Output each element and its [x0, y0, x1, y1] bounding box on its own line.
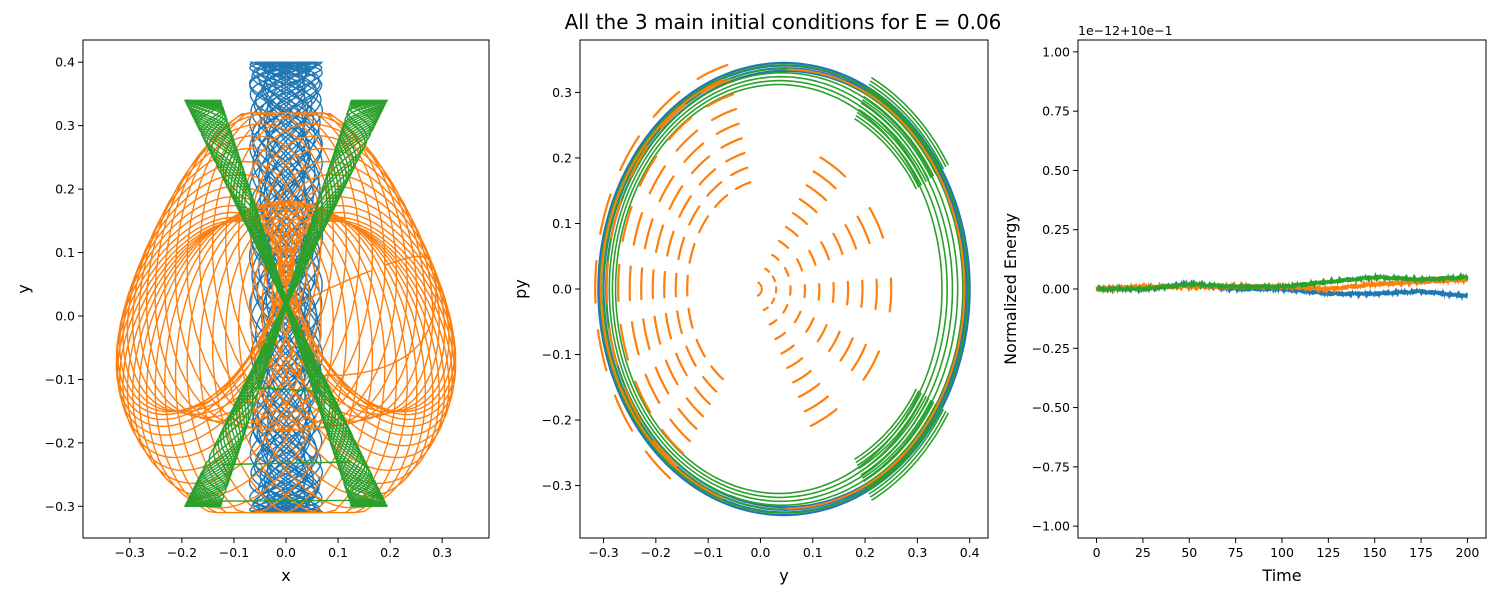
- x-tick-label: −0.3: [588, 545, 618, 560]
- y-tick-label: −0.3: [542, 478, 572, 493]
- plot-area-2: [594, 61, 971, 517]
- x-axis-label: y: [779, 566, 788, 585]
- x-tick-label: −0.1: [693, 545, 723, 560]
- x-tick-label: 75: [1228, 545, 1244, 560]
- x-tick-label: −0.1: [219, 545, 249, 560]
- x-tick-label: 100: [1270, 545, 1294, 560]
- y-tick-label: 0.3: [55, 118, 75, 133]
- x-tick-label: 25: [1135, 545, 1151, 560]
- x-tick-label: 0.3: [432, 545, 452, 560]
- y-tick-label: 0.1: [55, 245, 75, 260]
- y-tick-label: 0.25: [1042, 222, 1070, 237]
- x-tick-label: 150: [1363, 545, 1387, 560]
- y-tick-label: −0.1: [542, 347, 572, 362]
- y-tick-label: 0.0: [55, 308, 75, 323]
- series-3-energy-line: [1096, 271, 1469, 295]
- x-tick-label: −0.3: [115, 545, 145, 560]
- x-tick-label: 50: [1181, 545, 1197, 560]
- y-tick-label: 0.4: [55, 55, 75, 70]
- series-2-arcs: [594, 63, 893, 480]
- figure-title: All the 3 main initial conditions for E …: [564, 10, 1002, 34]
- x-tick-label: 0.1: [328, 545, 348, 560]
- y-axis-label: Normalized Energy: [1001, 213, 1020, 365]
- y-tick-label: −0.50: [1032, 400, 1070, 415]
- y-tick-label: 0.50: [1042, 163, 1070, 178]
- y-tick-label: 0.00: [1042, 282, 1070, 297]
- y-axis-label: y: [14, 284, 33, 293]
- x-tick-label: −0.2: [641, 545, 671, 560]
- x-tick-label: 0.2: [855, 545, 875, 560]
- x-tick-label: −0.2: [167, 545, 197, 560]
- x-axis-label: Time: [1261, 566, 1301, 585]
- y-offset-text: 1e−12+10e−1: [1078, 23, 1173, 38]
- y-axis-label: py: [511, 279, 530, 299]
- x-tick-label: 0.0: [751, 545, 771, 560]
- series-3-cluster: [854, 77, 950, 501]
- y-tick-label: −0.2: [542, 413, 572, 428]
- y-tick-label: −1.00: [1032, 519, 1070, 534]
- series-3-line: [183, 99, 389, 508]
- x-tick-label: 175: [1409, 545, 1433, 560]
- x-tick-label: 0.4: [960, 545, 980, 560]
- y-tick-label: 0.75: [1042, 104, 1070, 119]
- x-tick-label: 0.1: [803, 545, 823, 560]
- y-tick-label: −0.75: [1032, 459, 1070, 474]
- plot-area-1: [115, 61, 457, 514]
- x-tick-label: 0.2: [380, 545, 400, 560]
- y-tick-label: −0.1: [45, 372, 75, 387]
- y-tick-label: 0.2: [55, 182, 75, 197]
- x-tick-label: 0.0: [276, 545, 296, 560]
- x-tick-label: 125: [1316, 545, 1340, 560]
- series-2-points: [599, 68, 966, 510]
- x-tick-label: 0.3: [907, 545, 927, 560]
- x-tick-label: 0: [1093, 545, 1101, 560]
- y-tick-label: 0.2: [552, 150, 572, 165]
- x-axis-label: x: [281, 566, 290, 585]
- y-tick-label: 0.0: [552, 282, 572, 297]
- y-tick-label: −0.3: [45, 499, 75, 514]
- y-tick-label: −0.25: [1032, 341, 1070, 356]
- y-tick-label: 0.3: [552, 85, 572, 100]
- y-tick-label: −0.2: [45, 435, 75, 450]
- series-2-line: [115, 112, 457, 514]
- y-tick-label: 0.1: [552, 216, 572, 231]
- x-tick-label: 200: [1456, 545, 1480, 560]
- y-tick-label: 1.00: [1042, 44, 1070, 59]
- plot-area-3: [1095, 271, 1469, 302]
